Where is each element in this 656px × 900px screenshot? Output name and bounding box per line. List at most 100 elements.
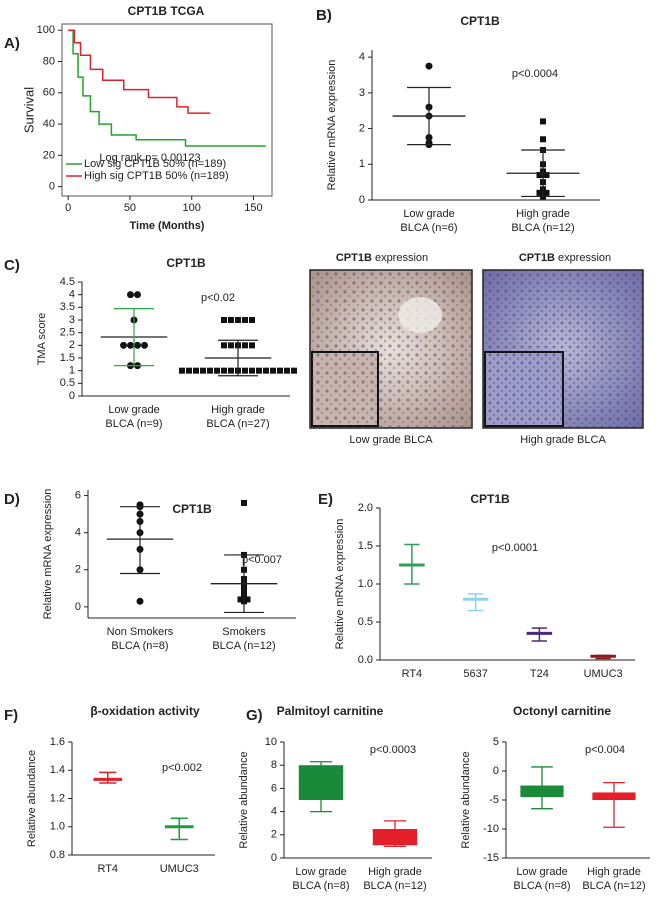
data-point — [270, 367, 276, 374]
image-title-bold: CPT1B — [336, 252, 372, 264]
y-tick-label: 0.8 — [50, 849, 65, 861]
data-point — [134, 291, 141, 299]
y-tick-label: 1.4 — [50, 764, 65, 776]
y-tick-label: 2 — [271, 829, 277, 841]
y-tick-label: 3.5 — [60, 301, 75, 313]
data-point — [242, 317, 248, 323]
y-axis-label: Relative mRNA expression — [334, 519, 346, 650]
x-axis-label: Time (Months) — [130, 220, 205, 232]
x-tick-label: High grade — [516, 208, 570, 220]
data-point — [277, 367, 283, 374]
y-tick-label: 4 — [69, 289, 75, 301]
data-point — [127, 341, 134, 349]
data-point — [186, 367, 192, 374]
y-tick-label: -5 — [489, 794, 499, 806]
data-point — [540, 118, 546, 125]
y-tick-label: 4 — [359, 51, 365, 63]
chart-title: Palmitoyl carnitine — [277, 704, 384, 718]
y-tick-label: 40 — [43, 118, 55, 130]
data-point — [249, 317, 255, 323]
y-tick-label: 100 — [37, 24, 55, 36]
y-tick-label: 1.6 — [50, 736, 65, 748]
data-point — [237, 596, 244, 603]
y-tick-label: -15 — [483, 852, 499, 864]
x-tick-label: UMUC3 — [584, 668, 623, 680]
y-axis-label: Relative mRNA expression — [42, 489, 54, 620]
y-tick-label: 0 — [49, 181, 55, 193]
panel-label: A) — [4, 35, 20, 52]
data-point — [120, 341, 127, 349]
data-point — [244, 596, 251, 603]
data-point — [536, 172, 543, 178]
x-tick-label: 50 — [124, 202, 136, 214]
data-point — [127, 291, 134, 299]
box — [372, 829, 418, 846]
y-tick-label: 0.0 — [358, 654, 373, 666]
y-tick-label: 0 — [271, 852, 277, 864]
annotation: p<0.004 — [585, 744, 625, 756]
annotation: p<0.002 — [162, 762, 202, 774]
y-axis-label: Relative abundance — [26, 750, 38, 847]
y-axis-label: Survival — [21, 87, 36, 133]
y-tick-label: 1.5 — [358, 540, 373, 552]
y-tick-label: 4 — [271, 806, 277, 818]
y-tick-label: 0.5 — [60, 377, 75, 389]
image-title: CPT1B expression — [519, 252, 611, 264]
data-point — [141, 341, 148, 349]
data-point — [242, 342, 248, 349]
y-tick-label: 1.5 — [60, 352, 75, 364]
x-tick-label: Low grade — [295, 866, 346, 878]
chart-title: Octonyl carnitine — [513, 704, 611, 718]
data-point — [263, 367, 269, 374]
y-tick-label: 20 — [43, 149, 55, 161]
panel-label: D) — [4, 491, 20, 508]
y-tick-label: 6 — [271, 782, 277, 794]
x-tick-label: 150 — [244, 202, 262, 214]
annotation: Log rank p= 0.00123 — [99, 152, 200, 164]
data-point — [221, 317, 227, 323]
panel-label: B) — [316, 7, 332, 24]
micrograph — [309, 269, 473, 429]
image-title-rest: expression — [555, 252, 611, 264]
x-tick-label: Low grade — [108, 404, 159, 416]
x-tick-label: Non Smokers — [107, 626, 174, 638]
x-tick-label: 0 — [65, 202, 71, 214]
data-point — [242, 367, 248, 374]
y-axis-label: Relative abundance — [460, 751, 472, 848]
y-tick-label: 2 — [69, 339, 75, 351]
data-point — [134, 341, 141, 349]
y-tick-label: 4.5 — [60, 276, 75, 288]
chart-title: CPT1B — [166, 256, 206, 270]
data-point — [536, 189, 543, 196]
y-tick-label: 2.0 — [358, 502, 373, 514]
image-title-bold: CPT1B — [519, 252, 555, 264]
chart-title: CPT1B — [470, 492, 510, 506]
x-tick-label: RT4 — [97, 863, 118, 875]
data-point — [291, 367, 297, 374]
x-tick-label: T24 — [530, 668, 549, 680]
panel-label: G) — [246, 707, 263, 724]
legend-label: High sig CPT1B 50% (n=189) — [84, 170, 229, 182]
y-tick-label: 2 — [359, 122, 365, 134]
x-tick-label: 100 — [183, 202, 201, 214]
x-tick-label: BLCA (n=9) — [105, 418, 162, 430]
data-point — [214, 367, 220, 374]
y-tick-label: 0 — [75, 601, 81, 613]
x-tick-label: High grade — [587, 866, 641, 878]
x-tick-label: High grade — [211, 404, 265, 416]
y-tick-label: 10 — [265, 736, 277, 748]
y-tick-label: -10 — [483, 823, 499, 835]
annotation: p<0.02 — [201, 292, 235, 304]
y-tick-label: 1.2 — [50, 792, 65, 804]
y-tick-label: 5 — [493, 736, 499, 748]
data-point — [284, 367, 290, 374]
x-tick-label: 5637 — [463, 668, 487, 680]
y-tick-label: 1 — [69, 365, 75, 377]
x-tick-label: BLCA (n=27) — [206, 418, 269, 430]
data-point — [179, 367, 185, 374]
annotation: p<0.0004 — [512, 68, 558, 80]
data-point — [193, 367, 199, 374]
x-tick-label: High grade — [368, 866, 422, 878]
data-point — [228, 367, 234, 374]
